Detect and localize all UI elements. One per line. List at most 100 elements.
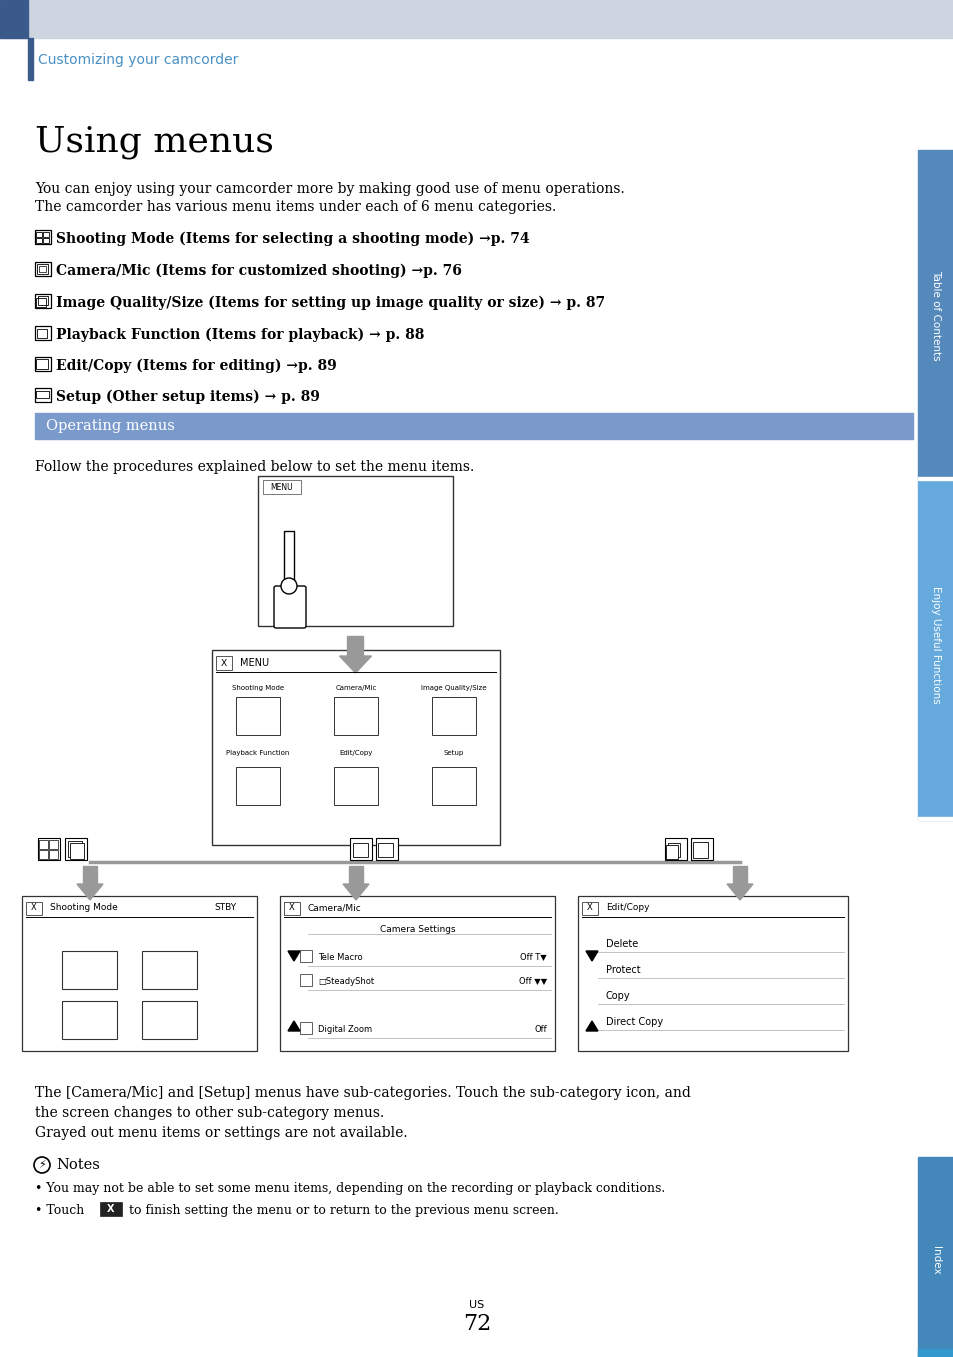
- Bar: [212, 650, 499, 845]
- Bar: [37, 328, 47, 338]
- Bar: [215, 655, 232, 670]
- Text: Operating menus: Operating menus: [46, 419, 174, 433]
- Text: Table of Contents: Table of Contents: [930, 270, 940, 361]
- Text: You can enjoy using your camcorder more by making good use of menu operations.: You can enjoy using your camcorder more …: [35, 182, 624, 195]
- Bar: [35, 229, 51, 244]
- Bar: [28, 38, 33, 80]
- Text: Camera/Mic: Camera/Mic: [335, 685, 376, 691]
- Text: Off T▼: Off T▼: [519, 953, 546, 962]
- Bar: [692, 841, 707, 858]
- Polygon shape: [339, 655, 371, 673]
- Text: Camera/Mic: Camera/Mic: [308, 904, 361, 912]
- Bar: [37, 265, 48, 274]
- Text: • You may not be able to set some menu items, depending on the recording or play: • You may not be able to set some menu i…: [35, 1182, 664, 1196]
- Bar: [350, 839, 372, 860]
- Bar: [917, 480, 953, 820]
- Text: Notes: Notes: [56, 1158, 100, 1172]
- Bar: [284, 531, 294, 586]
- Bar: [36, 232, 42, 237]
- Text: Camera Settings: Camera Settings: [379, 924, 455, 934]
- Text: Image Quality/Size (Items for setting up image quality or size) → p. 87: Image Quality/Size (Items for setting up…: [56, 296, 604, 311]
- Text: ⚡: ⚡: [38, 1160, 46, 1170]
- Text: to finish setting the menu or to return to the previous menu screen.: to finish setting the menu or to return …: [125, 1204, 558, 1217]
- Bar: [581, 902, 598, 915]
- Text: The camcorder has various menu items under each of 6 menu categories.: The camcorder has various menu items und…: [35, 199, 556, 214]
- Bar: [375, 839, 397, 860]
- Bar: [263, 480, 301, 494]
- Text: □SteadyShot: □SteadyShot: [317, 977, 374, 985]
- Bar: [665, 845, 678, 859]
- Bar: [68, 841, 82, 858]
- Bar: [35, 294, 51, 308]
- Polygon shape: [288, 951, 299, 961]
- Polygon shape: [77, 883, 103, 900]
- Bar: [62, 1001, 117, 1039]
- Bar: [299, 1022, 312, 1034]
- Text: Playback Function (Items for playback) → p. 88: Playback Function (Items for playback) →…: [56, 328, 424, 342]
- Text: Camera/Mic (Items for customized shooting) →p. 76: Camera/Mic (Items for customized shootin…: [56, 265, 461, 278]
- Bar: [142, 951, 196, 989]
- Text: X: X: [107, 1204, 114, 1215]
- Circle shape: [281, 578, 296, 594]
- Bar: [334, 697, 377, 735]
- Text: MENU: MENU: [271, 483, 293, 491]
- Bar: [299, 974, 312, 987]
- Bar: [257, 476, 453, 626]
- Polygon shape: [343, 883, 369, 900]
- Text: Edit/Copy: Edit/Copy: [605, 904, 649, 912]
- Text: X: X: [289, 904, 294, 912]
- Bar: [334, 767, 377, 805]
- Bar: [732, 866, 746, 883]
- FancyBboxPatch shape: [274, 586, 306, 628]
- Text: US: US: [469, 1300, 484, 1310]
- Text: X: X: [221, 658, 227, 668]
- Bar: [62, 951, 117, 989]
- Text: Playback Function: Playback Function: [226, 750, 290, 756]
- Bar: [35, 357, 51, 370]
- Bar: [22, 896, 256, 1052]
- Bar: [70, 843, 84, 859]
- Bar: [299, 950, 312, 962]
- Bar: [35, 388, 51, 402]
- Bar: [0, 0, 953, 38]
- Text: Shooting Mode: Shooting Mode: [50, 904, 117, 912]
- Bar: [35, 262, 51, 275]
- Bar: [917, 1349, 953, 1357]
- Bar: [432, 697, 476, 735]
- Bar: [39, 840, 48, 849]
- Bar: [43, 232, 49, 237]
- Bar: [235, 697, 280, 735]
- Text: • Touch: • Touch: [35, 1204, 89, 1217]
- Text: Using menus: Using menus: [35, 125, 274, 159]
- Text: Off ▼▼: Off ▼▼: [518, 977, 546, 985]
- Bar: [35, 413, 912, 440]
- Text: Follow the procedures explained below to set the menu items.: Follow the procedures explained below to…: [35, 460, 474, 474]
- Bar: [49, 849, 58, 859]
- Bar: [65, 839, 87, 860]
- Bar: [917, 478, 953, 480]
- Bar: [664, 839, 686, 860]
- Polygon shape: [585, 951, 598, 961]
- Bar: [353, 843, 368, 858]
- Bar: [349, 866, 363, 883]
- Text: Off: Off: [534, 1025, 546, 1034]
- Text: X: X: [586, 904, 592, 912]
- Text: Setup: Setup: [443, 750, 464, 756]
- Text: Image Quality/Size: Image Quality/Size: [421, 685, 486, 691]
- Text: Delete: Delete: [605, 939, 638, 949]
- Text: the screen changes to other sub-category menus.: the screen changes to other sub-category…: [35, 1106, 384, 1120]
- Bar: [347, 636, 363, 655]
- Bar: [36, 237, 42, 243]
- Text: Setup (Other setup items) → p. 89: Setup (Other setup items) → p. 89: [56, 389, 319, 404]
- Bar: [432, 767, 476, 805]
- Text: X: X: [31, 904, 37, 912]
- Text: 72: 72: [462, 1314, 491, 1335]
- Text: Enjoy Useful Functions: Enjoy Useful Functions: [930, 586, 940, 704]
- Text: Customizing your camcorder: Customizing your camcorder: [38, 53, 238, 66]
- Text: Shooting Mode (Items for selecting a shooting mode) →p. 74: Shooting Mode (Items for selecting a sho…: [56, 232, 529, 247]
- Polygon shape: [585, 1020, 598, 1031]
- Text: The [Camera/Mic] and [Setup] menus have sub-categories. Touch the sub-category i: The [Camera/Mic] and [Setup] menus have …: [35, 1086, 690, 1101]
- Text: Grayed out menu items or settings are not available.: Grayed out menu items or settings are no…: [35, 1126, 407, 1140]
- Bar: [142, 1001, 196, 1039]
- Bar: [43, 237, 49, 243]
